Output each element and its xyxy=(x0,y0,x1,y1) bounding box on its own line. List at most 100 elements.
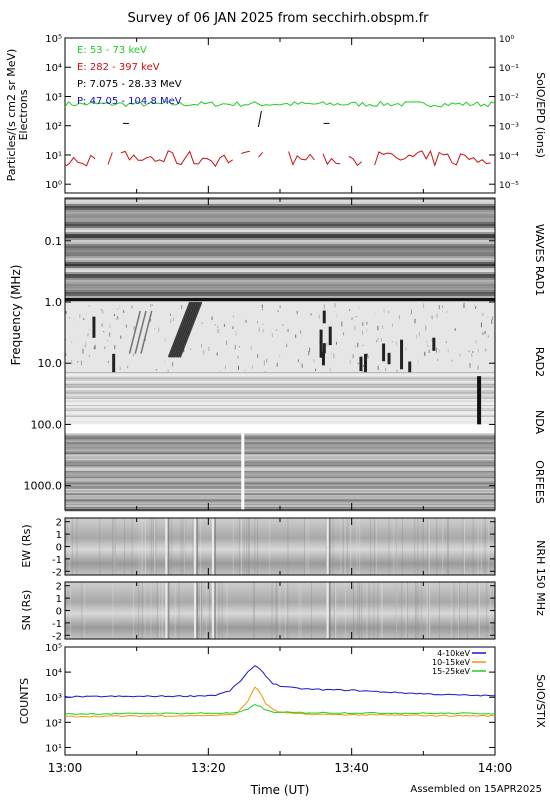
rad2-speckle xyxy=(376,340,378,343)
epd-left-tick-label: 10⁴ xyxy=(45,63,62,74)
rad2-speckle xyxy=(211,316,213,321)
rad2-speckle xyxy=(262,329,264,333)
freq-tick-label: 1000.0 xyxy=(24,480,63,493)
nrh-tick-label: 2 xyxy=(56,518,62,529)
rad2-speckle xyxy=(492,316,494,320)
rad1-stripe xyxy=(65,240,495,242)
time-tick-label: 13:40 xyxy=(334,761,369,775)
rad2-speckle xyxy=(468,350,470,353)
nrh-texture xyxy=(226,582,228,639)
rad2-speckle xyxy=(258,327,260,332)
nrh-texture xyxy=(406,582,408,639)
nrh-ew-ylabel: EW (Rs) xyxy=(20,524,33,567)
nrh-texture xyxy=(442,518,444,575)
rad2-speckle xyxy=(251,365,253,369)
orfees-line xyxy=(65,440,495,443)
nrh-right-label: NRH 150 MHz xyxy=(534,540,547,616)
rad2-speckle xyxy=(116,317,118,320)
nrh-tick-label: -1 xyxy=(52,619,62,630)
rad2-speckle xyxy=(436,313,438,318)
nrh-texture xyxy=(287,582,289,639)
rad2-speckle xyxy=(100,308,102,311)
nrh-texture xyxy=(463,518,465,575)
nda-line xyxy=(65,379,495,381)
nrh-tick-label: -2 xyxy=(52,631,62,642)
nrh-image xyxy=(65,518,495,639)
nrh-texture xyxy=(131,518,133,575)
stix-series-4-10keV xyxy=(64,665,496,698)
nrh-texture xyxy=(209,582,211,639)
rad2-speckle xyxy=(300,362,302,368)
nrh-background xyxy=(65,582,495,639)
rad2-speckle xyxy=(287,328,289,332)
epd-series-e-53-73 xyxy=(64,100,496,108)
rad2-speckle xyxy=(367,356,369,359)
orfees-line xyxy=(65,478,495,480)
nrh-texture xyxy=(457,582,459,639)
rad2-speckle xyxy=(482,332,484,335)
nrh-texture xyxy=(114,518,116,575)
nrh-texture xyxy=(417,518,419,575)
stix-tick-label: 10⁴ xyxy=(45,668,62,679)
rad2-speckle xyxy=(131,305,133,309)
x-axis-label: Time (UT) xyxy=(250,783,310,797)
nrh-texture xyxy=(184,518,186,575)
nrh-texture xyxy=(381,582,383,639)
rad2-spike xyxy=(364,353,368,378)
nrh-texture xyxy=(311,582,313,639)
rad1-stripe xyxy=(65,252,495,254)
nrh-texture xyxy=(113,518,115,575)
nda-line xyxy=(65,387,495,389)
epd-ylabel-left-sub: Electrons xyxy=(17,89,30,140)
rad1-stripe xyxy=(65,280,495,282)
nrh-texture xyxy=(154,518,156,575)
rad2-speckle xyxy=(155,369,157,371)
rad2-speckle xyxy=(71,341,73,343)
nrh-texture xyxy=(428,582,430,639)
nrh-texture xyxy=(184,518,186,575)
rad2-speckle xyxy=(296,310,298,315)
rad1-stripe xyxy=(65,212,495,214)
rad2-speckle xyxy=(109,323,111,329)
nrh-texture xyxy=(142,518,144,575)
rad1-stripe xyxy=(65,244,495,246)
freq-tick-label: 10.0 xyxy=(38,357,63,370)
orfees-line xyxy=(65,502,495,504)
nrh-feature-dark xyxy=(167,518,170,575)
epd-left-tick-label: 10⁰ xyxy=(45,180,62,191)
nrh-texture xyxy=(200,582,202,639)
rad2-speckle xyxy=(377,365,379,371)
type-iii-burst-faint xyxy=(140,310,153,354)
nrh-texture xyxy=(276,582,278,639)
rad2-speckle xyxy=(387,310,389,314)
rad2-speckle xyxy=(183,348,185,351)
nda-line xyxy=(65,409,495,411)
rad2-speckle xyxy=(93,346,95,350)
rad2-speckle xyxy=(354,325,356,331)
nrh-texture xyxy=(198,582,200,639)
rad2-speckle xyxy=(238,346,240,348)
rad2-speckle xyxy=(451,359,453,363)
orfees-line xyxy=(65,461,495,464)
rad2-speckle xyxy=(127,365,129,369)
nrh-texture xyxy=(284,582,286,639)
orfees-line xyxy=(65,487,495,489)
orfees-line xyxy=(65,455,495,458)
rad2-speckle xyxy=(102,309,104,314)
orfees-line xyxy=(65,460,495,462)
rad2-speckle xyxy=(68,317,70,319)
orfees-line xyxy=(65,448,495,450)
legend-e-53-73: E: 53 - 73 keV xyxy=(77,45,147,56)
nrh-texture xyxy=(446,518,448,575)
freq-tick-label: 100.0 xyxy=(31,418,63,431)
rad2-speckle xyxy=(447,348,449,353)
stix-tick-label: 10² xyxy=(45,718,62,729)
rad2-speckle xyxy=(250,345,252,351)
nrh-texture xyxy=(99,518,101,575)
nrh-texture xyxy=(401,582,403,639)
rad2-speckle xyxy=(117,308,119,310)
stix-tick-label: 10³ xyxy=(45,693,62,704)
orfees-line xyxy=(65,497,495,500)
nrh-texture xyxy=(420,582,422,639)
nrh-texture xyxy=(325,518,327,575)
